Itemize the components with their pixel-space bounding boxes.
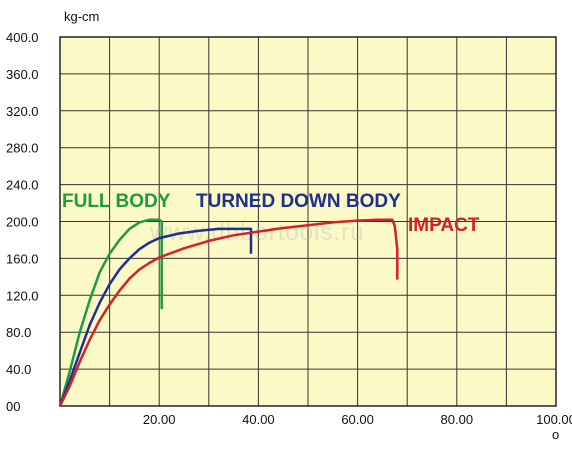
x-tick-labels: 20.00 40.00 60.00 80.00 100.00 <box>143 412 572 427</box>
y-tick-label: 40.0 <box>6 362 31 377</box>
series-line-2 <box>58 218 399 407</box>
series-line-1 <box>58 227 253 407</box>
series-label-impact: IMPACT <box>408 215 480 236</box>
x-tick-label: 100.00 <box>536 412 572 427</box>
y-tick-label: 320.0 <box>6 104 39 119</box>
y-tick-label: 400.0 <box>6 30 39 45</box>
x-tick-label: 40.00 <box>242 412 275 427</box>
y-axis-unit: kg-cm <box>64 9 99 24</box>
series-labels: FULL BODY TURNED DOWN BODY IMPACT <box>62 191 480 236</box>
x-axis-unit: o <box>552 427 559 442</box>
x-tick-label: 60.00 <box>341 412 374 427</box>
series-lines <box>58 218 399 407</box>
y-tick-label: 80.0 <box>6 325 31 340</box>
x-tick-label: 80.00 <box>441 412 474 427</box>
series-line-0 <box>58 218 163 407</box>
series-label-turned-down-body: TURNED DOWN BODY <box>196 191 401 212</box>
y-tick-label: 200.0 <box>6 215 39 230</box>
y-tick-label: 360.0 <box>6 67 39 82</box>
series-label-full-body: FULL BODY <box>62 191 171 212</box>
x-tick-label: 20.00 <box>143 412 176 427</box>
plot-frame <box>59 36 557 407</box>
y-tick-label: 160.0 <box>6 251 39 266</box>
y-tick-label: 00 <box>6 399 20 414</box>
y-tick-label: 240.0 <box>6 178 39 193</box>
y-tick-label: 120.0 <box>6 288 39 303</box>
y-tick-labels: 00 40.0 80.0 120.0 160.0 200.0 240.0 280.0 320.0… <box>6 30 39 414</box>
y-tick-label: 280.0 <box>6 141 39 156</box>
